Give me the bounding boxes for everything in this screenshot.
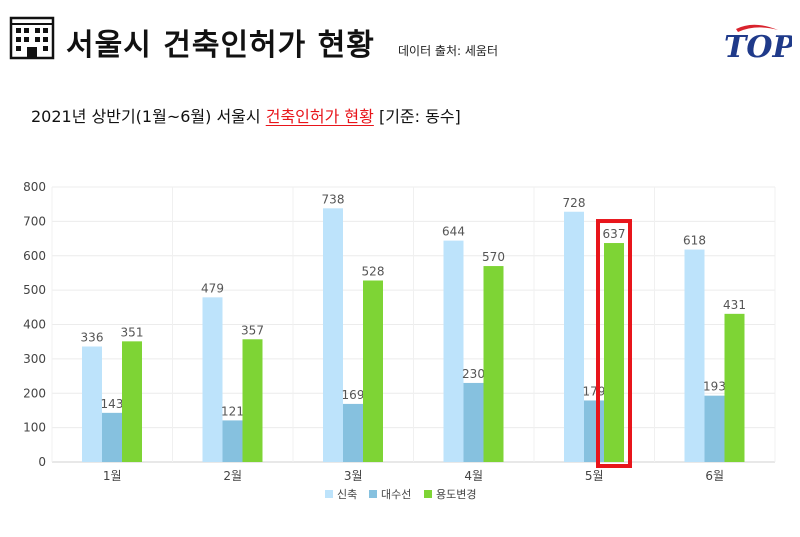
subtitle-suffix: [기준: 동수] bbox=[373, 107, 461, 126]
bar-신축 bbox=[684, 249, 705, 462]
x-tick-label: 4월 bbox=[464, 469, 483, 483]
data-label: 357 bbox=[241, 323, 264, 337]
bar-용도변경 bbox=[604, 243, 624, 462]
data-label: 431 bbox=[723, 298, 746, 312]
y-tick-label: 200 bbox=[23, 386, 46, 400]
chart-subtitle: 2021년 상반기(1월~6월) 서울시 건축인허가 현황 [기준: 동수] bbox=[31, 103, 461, 127]
highlight-box bbox=[596, 219, 632, 468]
y-tick-label: 300 bbox=[23, 352, 46, 366]
data-label: 143 bbox=[101, 397, 124, 411]
data-source: 데이터 출처: 세움터 bbox=[398, 44, 498, 58]
svg-text:TOP: TOP bbox=[724, 30, 792, 62]
legend-label: 신축 bbox=[337, 488, 357, 501]
bar-대수선 bbox=[102, 412, 122, 462]
bar-chart: 0 100 200 300 400 500 600 700 800 336 143 351 1월 479 1… bbox=[23, 180, 776, 501]
bar-용도변경 bbox=[363, 280, 383, 462]
data-label: 528 bbox=[362, 265, 385, 279]
bar-대수선 bbox=[343, 403, 363, 462]
data-label: 637 bbox=[603, 227, 626, 241]
y-tick-label: 700 bbox=[23, 214, 46, 228]
bar-용도변경 bbox=[122, 341, 142, 462]
bar-대수선 bbox=[704, 395, 725, 462]
data-label: 336 bbox=[81, 331, 104, 345]
data-label: 230 bbox=[462, 367, 485, 381]
data-label: 121 bbox=[221, 404, 244, 418]
header: 서울시 건축인허가 현황 데이터 출처: 세움터 TOP bbox=[0, 0, 800, 80]
bar-용도변경 bbox=[242, 339, 263, 462]
legend-swatch bbox=[369, 490, 377, 498]
bar-대수선 bbox=[584, 400, 604, 462]
data-label: 351 bbox=[121, 325, 144, 339]
y-tick-label: 500 bbox=[23, 283, 46, 297]
subtitle-prefix: 2021년 상반기(1월~6월) 서울시 bbox=[31, 107, 266, 126]
data-label: 644 bbox=[442, 225, 465, 239]
bar-신축 bbox=[443, 240, 464, 462]
y-tick-label: 0 bbox=[38, 455, 46, 469]
bar-신축 bbox=[323, 208, 343, 462]
x-tick-label: 1월 bbox=[103, 469, 122, 483]
page-title: 서울시 건축인허가 현황 bbox=[66, 28, 375, 63]
y-tick-label: 600 bbox=[23, 249, 46, 263]
top-logo: TOP bbox=[724, 24, 792, 62]
y-tick-label: 100 bbox=[23, 421, 46, 435]
bar-대수선 bbox=[222, 420, 243, 462]
x-tick-label: 3월 bbox=[344, 469, 363, 483]
data-label: 738 bbox=[322, 192, 345, 206]
bar-신축 bbox=[564, 211, 584, 462]
building-icon bbox=[9, 16, 55, 60]
legend-swatch bbox=[325, 490, 333, 498]
y-tick-label: 800 bbox=[23, 180, 46, 194]
bar-용도변경 bbox=[724, 313, 745, 462]
bar-용도변경 bbox=[483, 266, 504, 462]
data-label: 728 bbox=[563, 196, 586, 210]
legend-swatch bbox=[424, 490, 432, 498]
bar-대수선 bbox=[463, 382, 484, 462]
data-label: 193 bbox=[703, 380, 726, 394]
x-tick-label: 6월 bbox=[705, 469, 724, 483]
data-label: 618 bbox=[683, 234, 706, 248]
bar-신축 bbox=[202, 297, 223, 462]
bar-신축 bbox=[82, 346, 102, 462]
y-tick-label: 400 bbox=[23, 318, 46, 332]
legend-label: 용도변경 bbox=[436, 488, 476, 501]
data-label: 169 bbox=[342, 388, 365, 402]
x-tick-label: 5월 bbox=[585, 469, 604, 483]
data-label: 570 bbox=[482, 250, 505, 264]
legend-label: 대수선 bbox=[381, 488, 411, 501]
x-tick-label: 2월 bbox=[223, 469, 242, 483]
data-label: 179 bbox=[583, 384, 606, 398]
data-label: 479 bbox=[201, 281, 224, 295]
subtitle-highlight: 건축인허가 현황 bbox=[265, 107, 374, 126]
